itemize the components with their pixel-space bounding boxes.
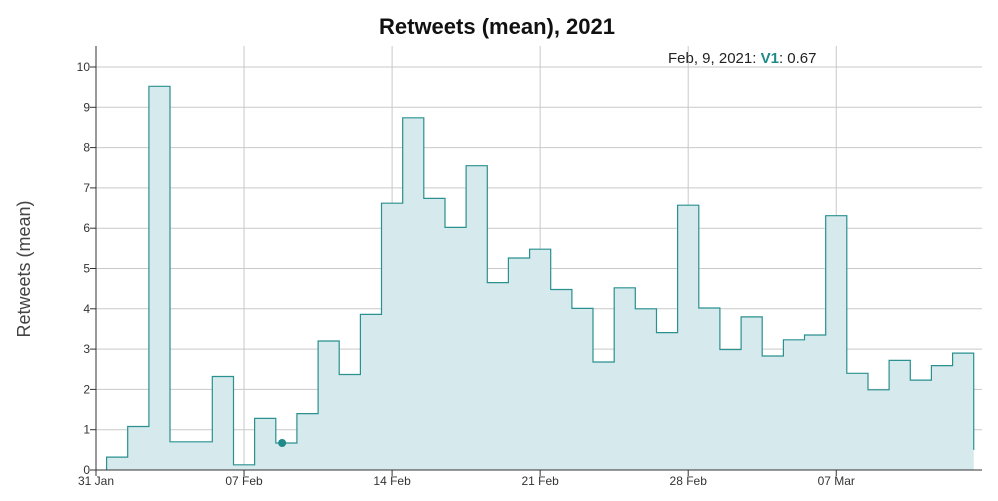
x-tick-label: 28 Feb xyxy=(670,474,708,488)
tooltip-series: V1 xyxy=(761,50,779,67)
hover-marker-group xyxy=(278,438,287,447)
tooltip-date: Feb, 9, 2021 xyxy=(668,50,752,67)
y-tick-label: 3 xyxy=(83,342,90,356)
y-tick-label: 9 xyxy=(83,100,90,114)
x-tick-label: 21 Feb xyxy=(521,474,559,488)
y-tick-label: 5 xyxy=(83,262,90,276)
hover-point-marker xyxy=(278,438,287,447)
tick-labels: 0 1 2 3 4 5 6 7 8 9 10 31 Jan 07 Feb 14 Feb 21 Feb 28 F… xyxy=(77,60,855,488)
series-line xyxy=(105,85,975,471)
y-tick-label: 1 xyxy=(83,423,90,437)
y-axis-label: Retweets (mean) xyxy=(14,200,34,337)
hover-tooltip: Feb, 9, 2021: V1: 0.67 xyxy=(668,50,816,67)
y-tick-label: 7 xyxy=(83,181,90,195)
chart-title: Retweets (mean), 2021 xyxy=(379,14,615,39)
series-fill xyxy=(106,86,974,471)
tooltip-value: 0.67 xyxy=(787,50,816,67)
y-tick-label: 4 xyxy=(83,302,90,316)
x-tick-label: 07 Feb xyxy=(225,474,263,488)
y-tick-label: 10 xyxy=(77,60,91,74)
x-tick-label: 14 Feb xyxy=(373,474,411,488)
x-tick-label: 31 Jan xyxy=(78,474,114,488)
y-tick-label: 6 xyxy=(83,221,90,235)
x-tick-label: 07 Mar xyxy=(818,474,855,488)
y-tick-label: 8 xyxy=(83,141,90,155)
series-area xyxy=(105,85,975,471)
y-tick-label: 2 xyxy=(83,382,90,396)
y-tick-label: 0 xyxy=(83,463,90,477)
axes xyxy=(90,46,982,476)
